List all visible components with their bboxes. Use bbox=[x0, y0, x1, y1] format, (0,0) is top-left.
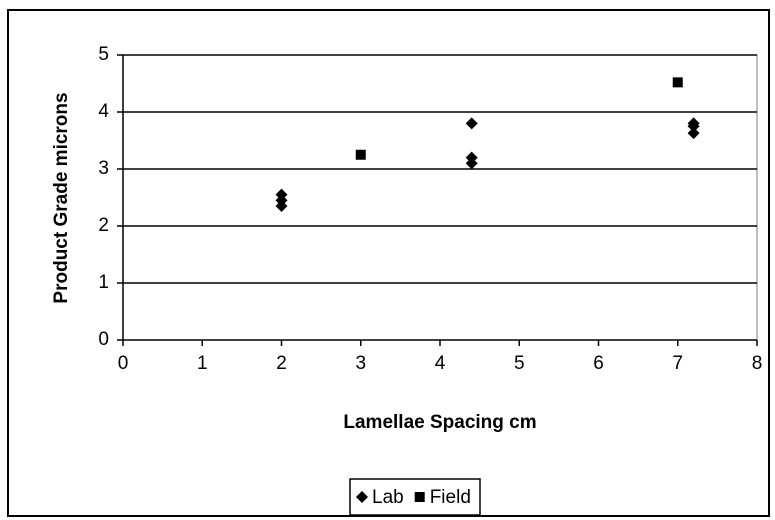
y-tick-label: 4 bbox=[98, 101, 109, 122]
y-tick-label: 1 bbox=[98, 272, 109, 293]
x-tick-label: 3 bbox=[355, 353, 366, 374]
point bbox=[687, 127, 700, 140]
x-tick-label: 4 bbox=[435, 353, 446, 374]
x-axis-label: Lamellae Spacing cm bbox=[343, 412, 536, 433]
point bbox=[275, 200, 288, 213]
y-tick-label: 0 bbox=[98, 329, 109, 350]
legend-label: Lab bbox=[372, 487, 404, 508]
x-tick-label: 5 bbox=[514, 353, 525, 374]
y-tick-label: 5 bbox=[98, 44, 109, 65]
point bbox=[672, 77, 683, 88]
point bbox=[355, 149, 366, 160]
point bbox=[465, 117, 478, 130]
y-tick-label: 3 bbox=[98, 158, 109, 179]
point bbox=[465, 157, 478, 170]
x-tick-label: 7 bbox=[672, 353, 683, 374]
legend-marker bbox=[356, 491, 368, 503]
y-tick-label: 2 bbox=[98, 215, 109, 236]
x-tick-label: 8 bbox=[752, 353, 763, 374]
x-tick-label: 6 bbox=[593, 353, 604, 374]
x-tick-label: 2 bbox=[276, 353, 287, 374]
x-tick-label: 1 bbox=[197, 353, 208, 374]
y-axis-label: Product Grade microns bbox=[51, 92, 72, 303]
plot-area bbox=[122, 54, 758, 341]
legend-marker bbox=[414, 492, 425, 502]
legend-label: Field bbox=[430, 487, 471, 508]
x-tick-label: 0 bbox=[118, 353, 129, 374]
point bbox=[687, 120, 700, 133]
